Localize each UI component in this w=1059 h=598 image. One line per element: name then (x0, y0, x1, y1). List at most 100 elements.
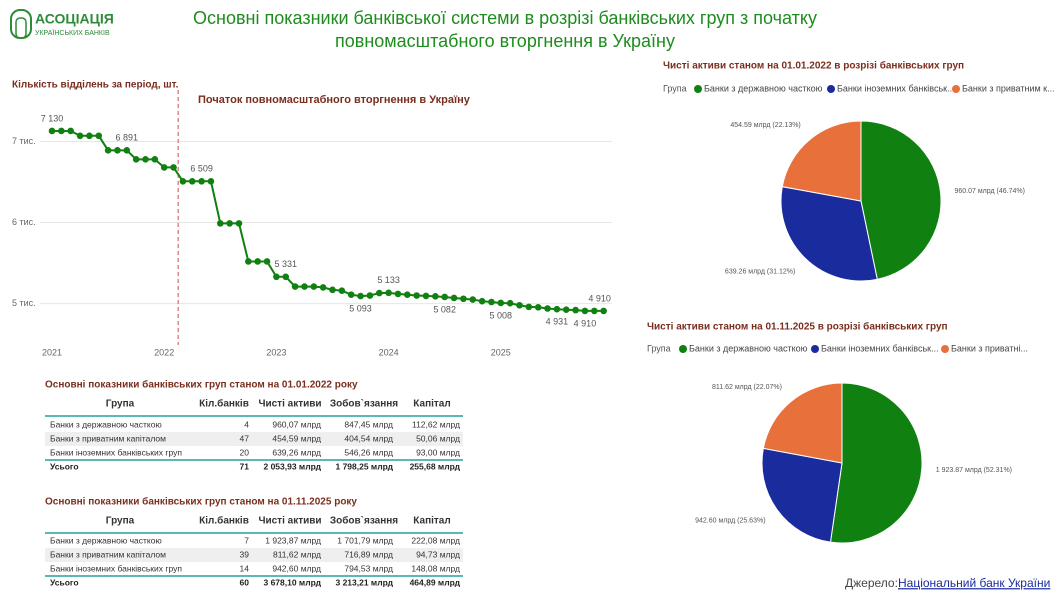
legend-label: Банки з приватні... (951, 343, 1028, 353)
table-header: Зобов`язання (330, 398, 398, 410)
point (375, 289, 383, 297)
point (525, 303, 533, 311)
point (562, 306, 570, 314)
point (123, 147, 131, 154)
point (67, 127, 74, 135)
point (142, 156, 149, 163)
table-title: Основні показники банківських груп стано… (45, 379, 358, 391)
pie-slice (780, 186, 878, 282)
table-cell: 4 (244, 419, 249, 429)
data-label: 942.60 млрд (25.63%) (695, 517, 765, 524)
y-tick-label: 7 тис. (12, 136, 36, 146)
legend-marker (941, 345, 949, 353)
table-header: Кіл.банків (199, 398, 249, 410)
point (450, 294, 458, 302)
logo: АСОЦІАЦІЯ УКРАЇНСЬКИХ БАНКІВ (10, 9, 114, 39)
data-label: 454.59 млрд (22.13%) (730, 122, 800, 129)
data-label: 811.62 млрд (22.07%) (712, 384, 782, 391)
point (273, 273, 280, 281)
legend-marker (811, 345, 819, 353)
pie-slice (762, 382, 843, 464)
table-cell: 1 701,79 млрд (337, 535, 393, 545)
x-tick-label: 2025 (491, 347, 511, 357)
table-total: Усього (50, 461, 79, 471)
point (132, 156, 140, 163)
table-cell: 546,26 млрд (344, 447, 393, 457)
point (338, 287, 346, 294)
x-tick-label: 2021 (42, 347, 62, 357)
data-label: 1 923.87 млрд (52.31%) (936, 467, 1012, 474)
chart-title: Кількість відділень за період, шт. (12, 80, 179, 91)
legend-title: Група (663, 83, 687, 93)
point (179, 177, 187, 185)
table-total: 3 678,10 млрд (263, 577, 321, 587)
table-total: 3 213,21 млрд (335, 577, 393, 587)
point (151, 156, 159, 163)
legend-label: Банки з приватним к... (962, 83, 1055, 93)
table-cell: 148,08 млрд (411, 563, 460, 573)
chart-title: Чисті активи станом на 01.11.2025 в розр… (647, 321, 948, 333)
point (572, 306, 579, 314)
table-total: 71 (240, 461, 250, 471)
table-header: Чисті активи (258, 516, 321, 527)
point (217, 220, 224, 227)
legend-marker (679, 345, 687, 353)
legend-label: Банки іноземних банківськ... (837, 83, 955, 93)
point (413, 292, 420, 299)
point (319, 284, 327, 291)
data-label: 5 008 (490, 310, 513, 320)
table-cell: 404,54 млрд (344, 433, 393, 443)
table-cell: Банки з державною часткою (50, 535, 162, 545)
table-total: 60 (240, 577, 250, 587)
point (170, 164, 177, 171)
point (198, 177, 205, 185)
point (86, 132, 93, 140)
table-title: Основні показники банківських груп стано… (45, 496, 357, 508)
point (114, 147, 121, 154)
source-link[interactable]: Національний банк України (898, 576, 1050, 590)
point (104, 147, 112, 154)
table-cell: 14 (240, 563, 250, 573)
table-cell: 960,07 млрд (272, 419, 321, 429)
point (478, 297, 486, 305)
table-cell: 454,59 млрд (272, 433, 321, 443)
x-tick-label: 2023 (266, 347, 286, 357)
pie-slice (781, 120, 862, 202)
table-total: Усього (50, 577, 79, 587)
point (385, 289, 392, 297)
data-label: 6 891 (116, 133, 139, 143)
table-cell: Банки з приватним капіталом (50, 433, 166, 443)
table-header: Група (106, 516, 135, 527)
table-total: 255,68 млрд (410, 461, 461, 471)
point (207, 177, 215, 185)
point (460, 295, 467, 303)
point (506, 299, 514, 307)
point (58, 127, 65, 135)
table-header: Капітал (413, 516, 450, 527)
table-cell: 93,00 млрд (416, 447, 460, 457)
data-label: 5 133 (377, 275, 400, 285)
table-total: 2 053,93 млрд (263, 461, 321, 471)
table-cell: Банки іноземних банківських груп (50, 563, 182, 573)
point (291, 283, 299, 290)
event-annotation: Початок повномасштабного вторгнення в Ук… (198, 94, 471, 106)
row-bg (45, 548, 463, 562)
legend-marker (827, 85, 835, 93)
pie-slice (829, 382, 923, 544)
legend-marker (952, 85, 960, 93)
point (469, 296, 477, 303)
point (591, 307, 598, 315)
row-bg (45, 432, 463, 446)
pie-slice (860, 120, 942, 280)
point (441, 293, 449, 301)
point (95, 132, 103, 140)
page-title: повномасштабного вторгнення в Україну (335, 31, 675, 51)
point (516, 301, 523, 309)
table-cell: 942,60 млрд (272, 563, 321, 573)
table-header: Капітал (413, 399, 450, 410)
table-cell: 716,89 млрд (344, 549, 393, 559)
data-label: 4 910 (574, 318, 597, 328)
table-header: Чисті активи (258, 399, 321, 410)
point (48, 127, 56, 135)
